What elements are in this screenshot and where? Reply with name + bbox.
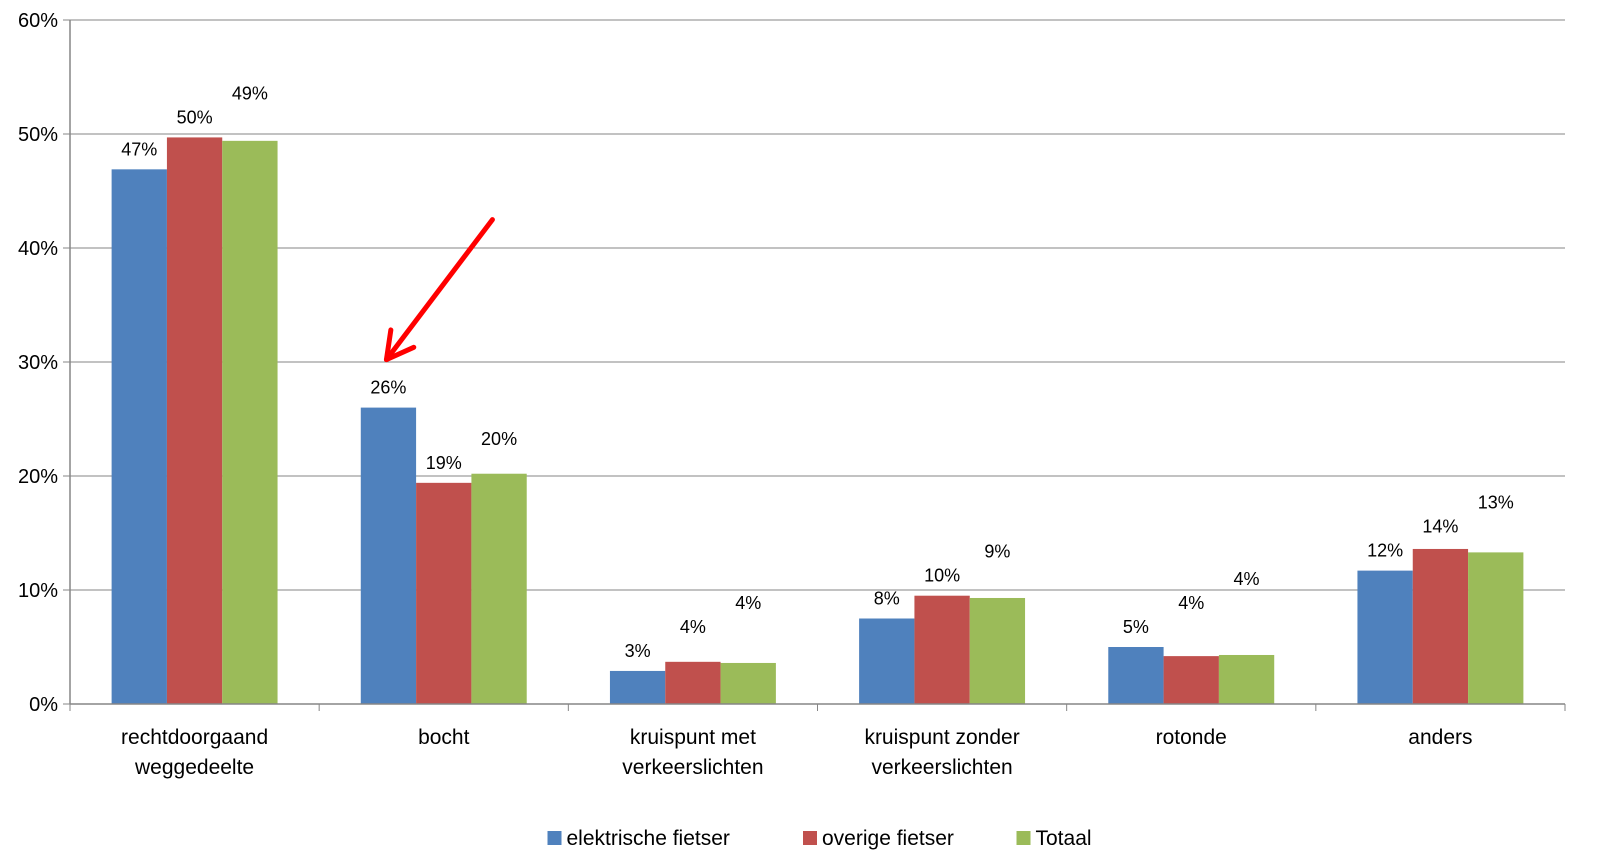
y-tick-label: 0%: [29, 694, 58, 716]
data-label: 13%: [1478, 493, 1514, 513]
bar: [416, 482, 472, 704]
x-tick-label: rotonde: [1156, 726, 1227, 749]
data-label: 8%: [874, 589, 900, 609]
y-tick-label: 10%: [18, 580, 58, 602]
bar: [720, 662, 776, 704]
x-tick-label: verkeerslichten: [622, 756, 763, 779]
data-label: 50%: [177, 107, 213, 127]
x-tick-label: bocht: [418, 726, 470, 749]
data-label: 4%: [680, 617, 706, 637]
y-tick-label: 20%: [18, 466, 58, 488]
data-label: 14%: [1422, 517, 1458, 537]
data-label: 10%: [924, 566, 960, 586]
annotation-arrow: [383, 217, 495, 363]
data-label: 47%: [121, 139, 157, 159]
bar: [1468, 552, 1524, 704]
bar: [166, 137, 223, 705]
bar: [609, 670, 666, 704]
bar: [665, 661, 721, 704]
legend-swatch: [547, 831, 562, 845]
legend-label: Totaal: [1036, 827, 1092, 850]
axes: 0% 10% 20% 30% 40% 50% 60% rechtdoorgaand wegged…: [18, 10, 1566, 779]
x-tick-label: verkeerslichten: [871, 756, 1012, 779]
gridlines: [70, 19, 1565, 591]
data-label: 5%: [1123, 617, 1149, 637]
bar: [859, 618, 915, 704]
legend-label: elektrische fietser: [567, 827, 730, 850]
y-tick-label: 60%: [18, 10, 58, 32]
bar: [969, 597, 1026, 704]
data-label: 3%: [625, 641, 651, 661]
bar: [1108, 647, 1164, 704]
x-tick-label: rechtdoorgaand: [121, 726, 268, 749]
x-tick-label: anders: [1408, 726, 1472, 749]
bar: [1357, 570, 1413, 704]
legend-label: overige fietser: [822, 827, 954, 850]
data-label: 12%: [1367, 541, 1403, 561]
data-label: 26%: [370, 378, 406, 398]
legend-swatch: [1016, 831, 1031, 845]
y-tick-label: 50%: [18, 124, 58, 146]
bar: [1218, 654, 1275, 704]
data-labels: 47% 50% 49% 26% 19% 20% 3% 4% 4% 8% 10% 9% 5% 4% 4% 12%…: [121, 83, 1513, 661]
legend-swatch: [803, 831, 817, 845]
bar: [1412, 548, 1469, 704]
bar: [471, 473, 527, 704]
data-label: 4%: [1178, 593, 1204, 613]
x-tick-label: kruispunt met: [630, 726, 756, 749]
bar: [222, 140, 278, 705]
data-label: 19%: [426, 453, 462, 473]
x-tick-label: kruispunt zonder: [864, 726, 1019, 749]
bar: [914, 595, 970, 704]
data-label: 9%: [984, 542, 1010, 562]
arrow-shaft: [383, 217, 495, 363]
data-label: 49%: [232, 83, 268, 103]
arrow-head: [383, 327, 417, 363]
bar: [360, 407, 417, 704]
bar: [1163, 656, 1219, 704]
x-tick-label: weggedeelte: [134, 756, 254, 779]
y-tick-label: 40%: [18, 238, 58, 260]
data-label: 4%: [1234, 569, 1260, 589]
y-tick-label: 30%: [18, 352, 58, 374]
legend: elektrische fietser overige fietser Totaal: [547, 827, 1092, 850]
data-label: 20%: [481, 429, 517, 449]
data-label: 4%: [735, 593, 761, 613]
bars: [111, 137, 1524, 705]
bar: [111, 169, 167, 705]
